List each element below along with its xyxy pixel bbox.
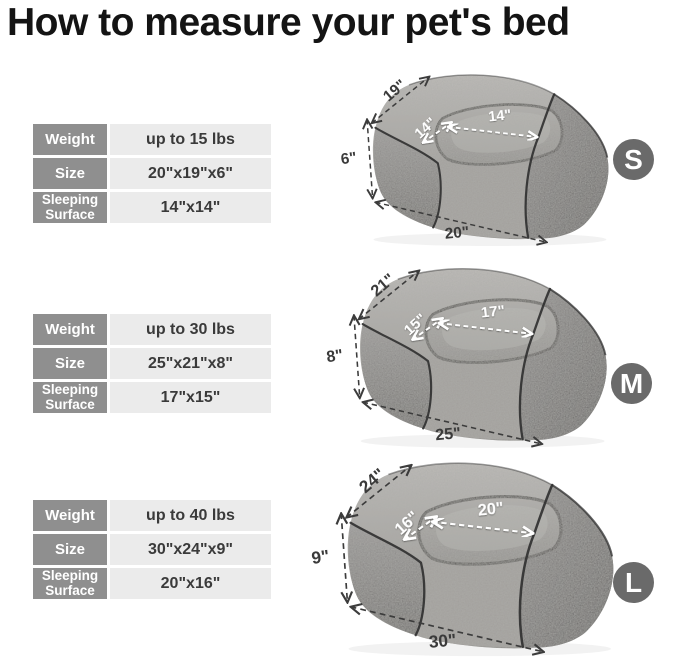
outer-width-label: 25" [435,424,462,444]
weight-label: Weight [45,506,95,524]
size-table-s: Weight up to 15 lbs Size 20"x19"x6" Slee… [33,124,271,223]
surface-label: Sleeping Surface [41,568,99,598]
size-table-m: Weight up to 30 lbs Size 25"x21"x8" Slee… [33,314,271,413]
bed-figure-m: 21" 8" 25" 15" 17" [325,250,624,450]
size-badge-s: S [613,139,654,180]
bed-illustration [360,269,607,448]
outer-width-label: 30" [428,630,457,652]
size-value: 30"x24"x9" [147,540,234,558]
surface-label: Sleeping Surface [41,192,99,222]
outer-height-label: 9" [310,546,330,568]
size-value-cell: 30"x24"x9" [110,534,271,565]
weight-label: Weight [45,320,95,338]
inner-depth-arrow [412,318,442,339]
inner-width-arrow [433,522,534,534]
size-value-cell: 20"x19"x6" [110,158,271,189]
weight-value-cell: up to 30 lbs [110,314,271,345]
size-badge-letter: S [624,143,643,175]
size-value: 20"x19"x6" [147,164,234,182]
bed-figure-s: 19" 6" 20" 14" 14" [340,57,625,248]
inner-width-label: 14" [488,107,512,125]
inner-depth-arrow [423,122,452,142]
weight-label: Weight [45,130,95,148]
outer-height-line [367,119,373,198]
outer-width-arrow [351,607,544,652]
size-table-l: Weight up to 40 lbs Size 30"x24"x9" Slee… [33,500,271,599]
size-header-cell: Size [33,534,107,565]
weight-header-cell: Weight [33,500,107,531]
outer-width-arrow [363,402,542,444]
weight-value-cell: up to 15 lbs [110,124,271,155]
size-label: Size [54,164,85,182]
surface-value-cell: 20"x16" [110,568,271,599]
inner-width-arrow [439,323,533,334]
weight-value: up to 30 lbs [146,320,235,338]
page-title: How to measure your pet's bed [7,1,570,44]
bed-illustration [348,463,614,656]
surface-value: 17"x15" [160,388,221,406]
weight-header-cell: Weight [33,314,107,345]
inner-width-arrow [448,127,537,137]
outer-depth-arrow [359,270,419,319]
weight-header-cell: Weight [33,124,107,155]
outer-depth-arrow [372,77,430,124]
weight-value: up to 40 lbs [146,506,235,524]
surface-label: Sleeping Surface [41,382,99,412]
surface-header-cell: Sleeping Surface [33,192,107,223]
outer-width-label: 20" [444,224,470,243]
outer-height-line [341,513,347,602]
size-badge-m: M [611,363,652,404]
surface-header-cell: Sleeping Surface [33,382,107,413]
inner-depth-arrow [404,517,437,540]
surface-header-cell: Sleeping Surface [33,568,107,599]
bed-illustration [373,75,609,246]
size-badge-letter: L [624,566,643,598]
size-value-cell: 25"x21"x8" [110,348,271,379]
outer-height-label: 8" [325,346,344,366]
surface-value-cell: 14"x14" [110,192,271,223]
weight-value-cell: up to 40 lbs [110,500,271,531]
size-header-cell: Size [33,348,107,379]
surface-value: 20"x16" [160,574,221,592]
outer-height-label: 6" [340,149,358,168]
bed-figure-l: 24" 9" 30" 16" 20" [310,443,632,658]
surface-value-cell: 17"x15" [110,382,271,413]
surface-value: 14"x14" [160,198,221,216]
size-badge-letter: M [619,367,644,399]
weight-value: up to 15 lbs [146,130,235,148]
size-header-cell: Size [33,158,107,189]
inner-width-label: 17" [480,302,506,321]
size-label: Size [54,540,85,558]
size-badge-l: L [613,562,654,603]
outer-height-line [354,315,360,398]
outer-width-arrow [375,202,546,242]
size-value: 25"x21"x8" [147,354,234,372]
size-label: Size [54,354,85,372]
outer-depth-arrow [346,465,411,518]
inner-width-label: 20" [477,499,505,520]
